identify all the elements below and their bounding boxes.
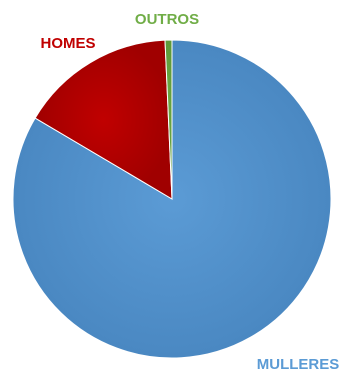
pie-labels: MULLERES HOMES OUTROS	[40, 11, 339, 373]
data-label-homes: HOMES	[40, 35, 95, 52]
pie-slice-homes	[34, 39, 173, 200]
data-label-outros: OUTROS	[135, 11, 199, 28]
pie-slice-outros	[164, 39, 173, 200]
pie-slice-mulleres	[12, 39, 332, 359]
pie-slices	[12, 39, 332, 359]
data-label-mulleres: MULLERES	[257, 356, 340, 373]
